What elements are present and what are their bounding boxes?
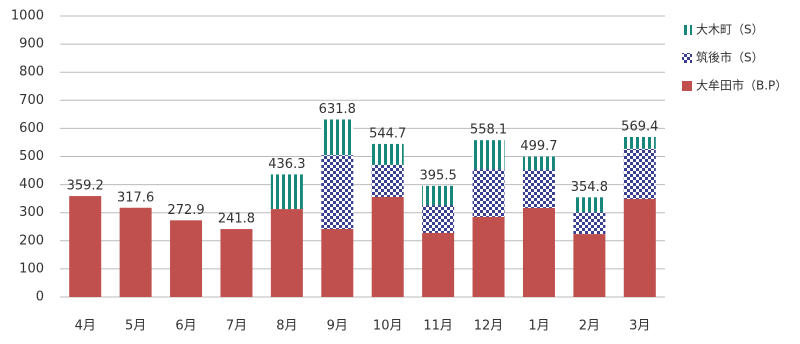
y-tick-label: 300 (19, 205, 44, 220)
y-tick-label: 700 (19, 93, 44, 108)
bar-segment (422, 205, 455, 233)
x-tick-label: 2月 (579, 319, 600, 334)
x-tick-label: 10月 (373, 319, 403, 334)
bar-segment (573, 197, 606, 213)
x-tick-label: 11月 (423, 319, 453, 334)
total-label: 395.5 (420, 168, 457, 183)
bar-segment (573, 234, 606, 297)
bar-segment (170, 220, 203, 297)
bar-segment (270, 209, 303, 297)
y-tick-label: 100 (19, 261, 44, 276)
bar-segment (623, 148, 656, 199)
x-tick-label: 7月 (226, 319, 247, 334)
bar-segment (522, 169, 555, 208)
bar-segment (119, 207, 152, 297)
total-label: 569.4 (621, 119, 658, 134)
y-tick-label: 600 (19, 121, 44, 136)
bar-segment (623, 198, 656, 297)
legend-label: 大木町（S） (696, 23, 764, 37)
bar-segment (573, 212, 606, 235)
y-tick-label: 400 (19, 177, 44, 192)
y-tick-label: 200 (19, 233, 44, 248)
x-tick-label: 1月 (528, 319, 549, 334)
x-tick-label: 9月 (327, 319, 348, 334)
legend-swatch (682, 53, 692, 63)
x-tick-label: 5月 (125, 319, 146, 334)
x-tick-label: 12月 (474, 319, 504, 334)
total-label: 317.6 (117, 190, 154, 205)
x-tick-label: 3月 (629, 319, 650, 334)
legend-swatch (682, 25, 692, 35)
total-label: 499.7 (520, 139, 557, 154)
bar-segment (472, 140, 505, 170)
x-tick-label: 8月 (276, 319, 297, 334)
bar-segment (422, 232, 455, 297)
legend-label: 筑後市（S） (696, 50, 764, 65)
bar-segment (321, 119, 354, 156)
x-tick-label: 4月 (75, 319, 96, 334)
bar-segment (522, 207, 555, 297)
y-tick-label: 1000 (11, 9, 44, 24)
x-tick-label: 6月 (175, 319, 196, 334)
total-label: 631.8 (319, 102, 356, 117)
bar-segment (69, 196, 102, 297)
bar-segment (321, 228, 354, 297)
y-tick-label: 800 (19, 65, 44, 80)
y-tick-label: 900 (19, 37, 44, 52)
total-label: 436.3 (268, 157, 305, 172)
total-label: 241.8 (218, 212, 255, 227)
bar-segment (371, 196, 404, 297)
total-label: 359.2 (67, 179, 104, 194)
bar-segment (371, 164, 404, 197)
legend-swatch (682, 81, 692, 91)
total-label: 558.1 (470, 123, 507, 138)
bar-segment (220, 229, 253, 297)
bar-segment (472, 216, 505, 297)
total-label: 544.7 (369, 126, 406, 141)
total-label: 272.9 (167, 203, 204, 218)
bar-segment (623, 136, 656, 149)
y-tick-label: 500 (19, 149, 44, 164)
legend-label: 大牟田市（B.P） (696, 78, 787, 93)
bar-segment (472, 169, 505, 217)
total-label: 354.8 (571, 180, 608, 195)
y-tick-label: 0 (36, 290, 44, 305)
bar-segment (321, 155, 354, 229)
bar-segment (270, 174, 303, 210)
bar-segment (522, 156, 555, 170)
bar-segment (371, 143, 404, 165)
bar-segment (422, 185, 455, 206)
